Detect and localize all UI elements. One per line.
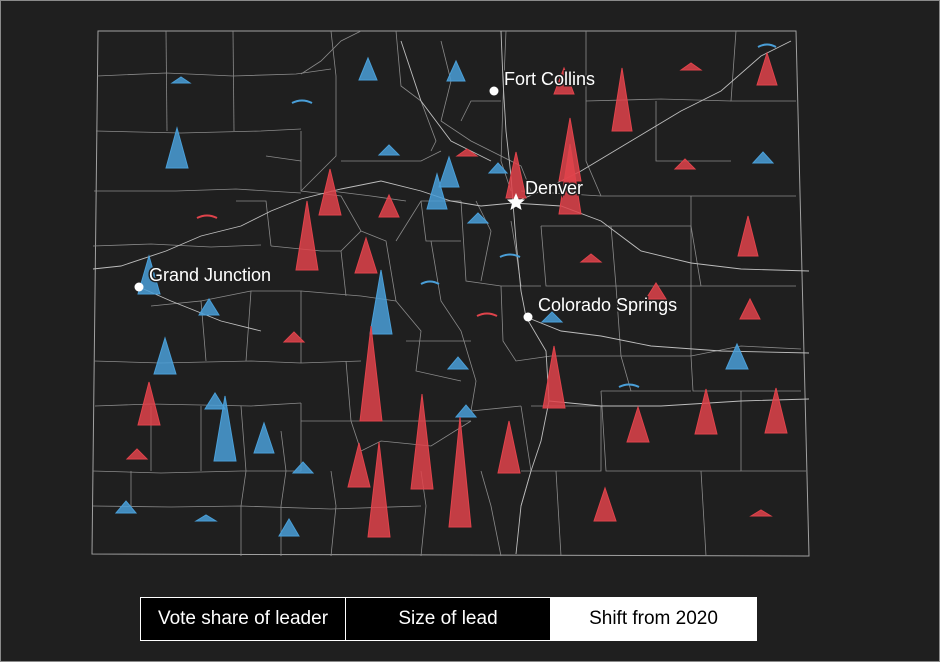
republican-shift-arrow (673, 158, 697, 170)
state-outline (91, 30, 810, 557)
city-markers: Fort Collins Denver Grand Junction Color… (134, 68, 679, 322)
democratic-shift-arrow (170, 76, 192, 84)
view-tabs: Vote share of leader Size of lead Shift … (140, 597, 757, 641)
republican-shift-arrow (579, 253, 603, 263)
republican-shift-arrow (558, 143, 582, 215)
democratic-shift-arrow (446, 59, 466, 82)
democratic-shift-arrow (204, 392, 226, 410)
republican-shift-arrow (626, 405, 650, 443)
republican-shift-arrow (125, 448, 149, 460)
democratic-shift-arrow (194, 514, 218, 522)
democratic-shift-arrow (165, 126, 189, 169)
shift-arrows (114, 43, 788, 538)
democratic-shift-arrow (213, 395, 237, 462)
democratic-shift-arrow (751, 151, 775, 164)
county-boundaries (92, 30, 806, 557)
tab-shift-from-2020[interactable]: Shift from 2020 (550, 597, 757, 641)
tab-vote-share-of-leader[interactable]: Vote share of leader (140, 597, 346, 641)
city-label-grand-junction: Grand Junction (149, 265, 271, 285)
city-dot-grand-junction (134, 282, 144, 292)
republican-shift-arrow (593, 486, 617, 522)
democratic-shift-arrow (420, 280, 440, 285)
republican-shift-arrow (749, 509, 773, 517)
democratic-shift-arrow (358, 56, 378, 81)
democratic-shift-arrow (377, 144, 401, 156)
colorado-county-map: Fort Collins Denver Grand Junction Color… (91, 30, 810, 557)
democratic-shift-arrow (278, 518, 300, 537)
democratic-shift-arrow (369, 269, 393, 335)
republican-shift-arrow (694, 388, 718, 435)
democratic-shift-arrow (198, 298, 220, 316)
city-dot-colorado-springs (523, 312, 533, 322)
republican-shift-arrow (282, 331, 306, 343)
republican-shift-arrow (611, 67, 633, 132)
democratic-shift-arrow (438, 155, 460, 188)
republican-shift-arrow (448, 416, 472, 528)
democratic-shift-arrow (454, 404, 478, 418)
republican-shift-arrow (354, 236, 378, 274)
democratic-shift-arrow (291, 461, 315, 474)
republican-shift-arrow (764, 387, 788, 434)
democratic-shift-arrow (487, 162, 509, 174)
democratic-shift-arrow (426, 172, 448, 210)
city-label-colorado-springs: Colorado Springs (538, 295, 677, 315)
democratic-shift-arrow (253, 421, 275, 454)
republican-shift-arrow (455, 148, 479, 157)
republican-shift-arrow (553, 66, 575, 95)
city-label-fort-collins: Fort Collins (504, 69, 595, 89)
city-dot-fort-collins (489, 86, 499, 96)
republican-shift-arrow (739, 297, 761, 320)
republican-shift-arrow (679, 62, 703, 71)
democratic-shift-arrow (153, 336, 177, 375)
republican-shift-arrow (542, 345, 566, 409)
republican-shift-arrow (196, 214, 218, 219)
democratic-shift-arrow (499, 253, 521, 258)
republican-shift-arrow (645, 282, 667, 300)
democratic-shift-arrow (540, 311, 564, 323)
democratic-shift-arrow (618, 383, 640, 388)
democratic-shift-arrow (446, 356, 470, 370)
city-label-denver: Denver (525, 178, 583, 198)
democratic-shift-arrow (137, 254, 161, 295)
republican-shift-arrow (737, 215, 759, 257)
republican-shift-arrow (756, 51, 778, 86)
republican-shift-arrow (347, 442, 371, 488)
tab-size-of-lead[interactable]: Size of lead (345, 597, 551, 641)
democratic-shift-arrow (757, 43, 777, 48)
democratic-shift-arrow (466, 212, 490, 224)
republican-shift-arrow (137, 381, 161, 426)
republican-shift-arrow (318, 168, 342, 216)
republican-shift-arrow (476, 312, 498, 317)
republican-shift-arrow (367, 441, 391, 538)
democratic-shift-arrow (725, 342, 749, 370)
republican-shift-arrow (410, 393, 434, 490)
republican-shift-arrow (497, 420, 521, 474)
democratic-shift-arrow (291, 99, 313, 104)
republican-shift-arrow (359, 325, 383, 422)
democratic-shift-arrow (114, 500, 138, 514)
city-star-denver (507, 193, 525, 210)
republican-shift-arrow (295, 200, 319, 271)
republican-shift-arrow (378, 193, 400, 218)
